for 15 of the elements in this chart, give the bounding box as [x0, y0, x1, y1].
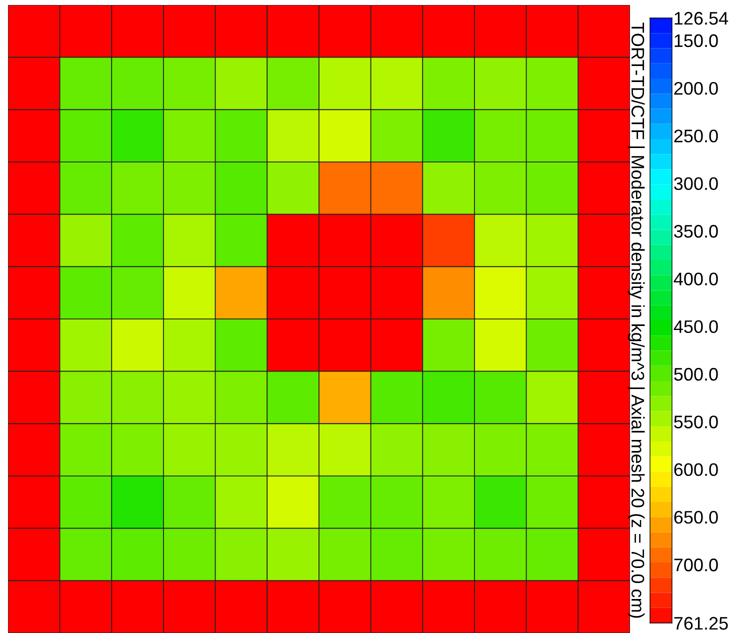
color-bar-title: TORT-TD/CTF | Moderator density in kg/m^3 | Axial mesh 20 (z = 70.0 cm)	[628, 22, 645, 618]
color-bar-label: 250.0	[674, 130, 718, 142]
color-bar-label: 126.54	[674, 12, 728, 25]
color-bar-label: 761.25	[674, 616, 728, 630]
color-bar-label: 600.0	[674, 463, 718, 476]
color-bar-label: 700.0	[674, 558, 718, 572]
color-bar-label: 650.0	[674, 510, 718, 524]
color-bar-label: 150.0	[674, 34, 718, 48]
color-bar-label: 550.0	[674, 416, 718, 428]
color-bar-label: 450.0	[674, 320, 718, 334]
color-bar-label: 350.0	[674, 224, 718, 238]
color-bar-label: 400.0	[674, 272, 718, 286]
color-bar-label: 300.0	[674, 177, 718, 190]
color-bar-label: 200.0	[674, 82, 718, 95]
color-bar-label: 500.0	[674, 368, 718, 381]
